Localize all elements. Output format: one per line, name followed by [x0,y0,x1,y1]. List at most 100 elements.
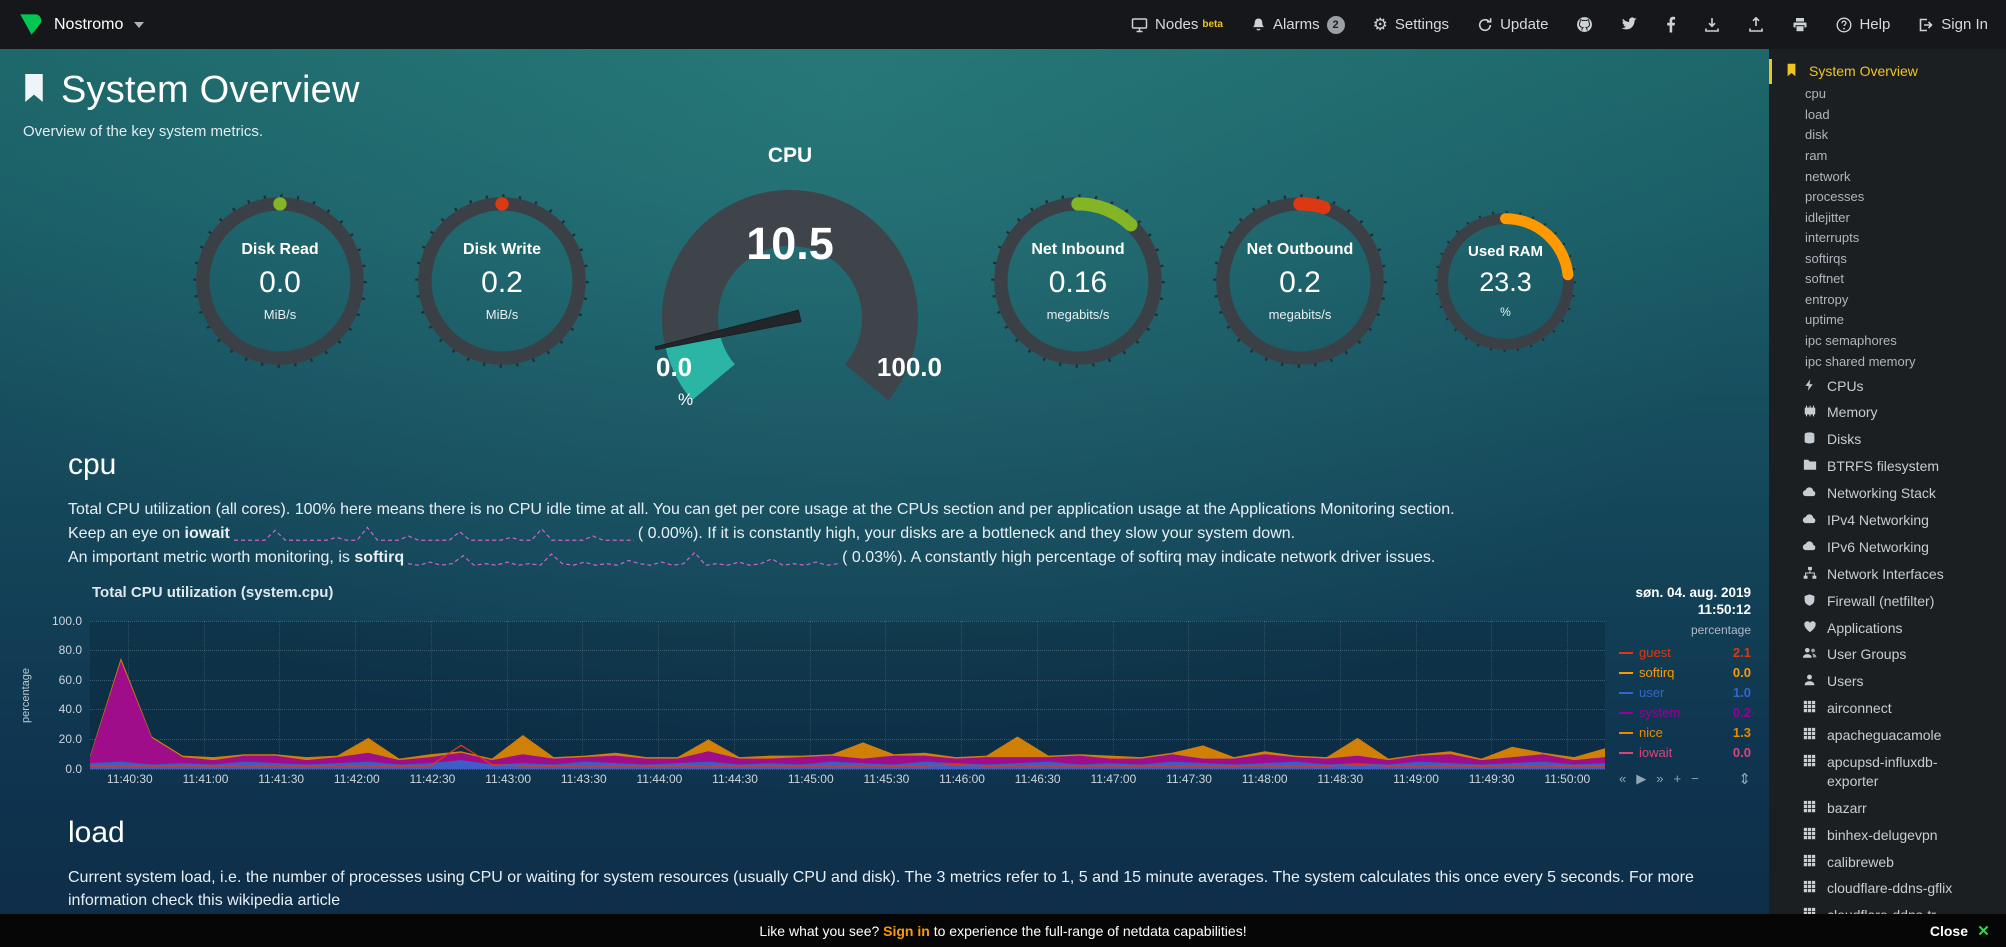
sidebar-item-btrfs-filesystem[interactable]: BTRFS filesystem [1787,454,1984,479]
twitter-icon[interactable] [1621,17,1638,32]
gauge-cpu[interactable]: CPU 10.5 0.0 100.0 % [635,144,945,418]
bookmark-icon [20,72,48,109]
sidebar-item-applications[interactable]: Applications [1787,616,1984,641]
close-label: Close [1929,922,1968,939]
export-snapshot-icon[interactable] [1748,16,1764,33]
gauges-row: Disk Read 0.0 MiB/s Disk Write 0.2 MiB/s [0,144,1769,418]
nodes-label: Nodes [1155,16,1199,33]
sidebar-item-processes[interactable]: processes [1805,189,1865,205]
cloud-icon [1801,512,1818,524]
chart-plot-area[interactable] [90,620,1605,770]
play-button[interactable]: ▶ [1636,770,1647,786]
legend-row-user[interactable]: user 1.0 [1619,683,1751,703]
sidebar-item-firewall-netfilter[interactable]: Firewall (netfilter) [1787,589,1984,614]
memory-icon [1801,404,1818,418]
sidebar-item-entropy[interactable]: entropy [1805,291,1849,307]
sidebar-item-network-interfaces[interactable]: Network Interfaces [1787,562,1984,587]
iowait-line: Keep an eye on iowait( 0.00%). If it is … [68,525,1296,543]
node-selector[interactable]: Nostromo [18,11,145,38]
help-icon [1836,16,1852,33]
gauge-label: Net Inbound [1031,240,1125,258]
pan-right-button[interactable]: » [1656,771,1664,786]
facebook-icon[interactable] [1666,16,1676,33]
sidebar-item-interrupts[interactable]: interrupts [1805,230,1860,246]
print-icon[interactable] [1792,17,1808,33]
softirq-line: An important metric worth monitoring, is… [68,549,1436,567]
bell-icon [1251,17,1266,33]
zoom-out-button[interactable]: − [1691,771,1699,786]
sidebar-item-networking-stack[interactable]: Networking Stack [1787,481,1984,506]
gauge-net-inbound[interactable]: Net Inbound 0.16 megabits/s [989,192,1167,370]
iowait-sparkline [234,526,634,541]
sidebar-item-network[interactable]: network [1805,168,1851,184]
sidebar-item-system-overview[interactable]: System Overview [1769,59,1998,84]
hostname-label: Nostromo [54,15,124,33]
gauge-unit: % [1500,305,1511,319]
import-snapshot-icon[interactable] [1704,17,1720,33]
bolt-icon [1801,378,1818,392]
resize-handle[interactable]: ⇕ [1738,770,1751,788]
sidebar-item-disks[interactable]: Disks [1787,427,1984,452]
gauge-label: Disk Read [241,240,319,258]
sidebar-item-ipv4-networking[interactable]: IPv4 Networking [1787,508,1984,533]
legend-row-guest[interactable]: guest 2.1 [1619,643,1751,663]
sidebar-item-apacheguacamole[interactable]: apacheguacamole [1787,723,1984,748]
sidebar-item-memory[interactable]: Memory [1787,400,1984,425]
sidebar-item-calibreweb[interactable]: calibreweb [1787,850,1984,875]
legend-row-system[interactable]: system 0.2 [1619,703,1751,723]
sidebar-item-cpus[interactable]: CPUs [1787,374,1984,399]
github-icon[interactable] [1576,16,1593,33]
signin-button[interactable]: Sign In [1918,16,1988,33]
sidebar-item-users[interactable]: Users [1787,669,1984,694]
cpu-gauge-title: CPU [767,144,813,167]
sidebar-item-ipv6-networking[interactable]: IPv6 Networking [1787,535,1984,560]
help-label: Help [1859,16,1891,33]
gauge-used-ram[interactable]: Used RAM 23.3 % [1433,209,1578,354]
heartbeat-icon [1801,620,1818,633]
sidebar-item-uptime[interactable]: uptime [1805,312,1845,328]
close-icon[interactable] [1977,924,1990,937]
sidebar-item-user-groups[interactable]: User Groups [1787,642,1984,667]
sidebar-item-cpu[interactable]: cpu [1805,86,1826,102]
help-button[interactable]: Help [1836,16,1890,33]
update-button[interactable]: Update [1477,16,1548,33]
gauge-value: 0.0 [259,265,301,299]
cloud-icon [1801,539,1818,551]
signin-link[interactable]: Sign in [883,922,930,939]
sidebar-item-softnet[interactable]: softnet [1805,271,1845,287]
sidebar-item-softirqs[interactable]: softirqs [1805,250,1847,266]
sidebar-item-disk[interactable]: disk [1805,127,1829,143]
chart-toolbox: « ▶ » + − ⇕ [1619,764,1751,790]
legend-row-iowait[interactable]: iowait 0.0 [1619,743,1751,763]
zoom-in-button[interactable]: + [1673,771,1682,786]
sidebar-item-cloudflare-ddns-gflix[interactable]: cloudflare-ddns-gflix [1787,876,1984,901]
sidebar-item-airconnect[interactable]: airconnect [1787,696,1984,721]
cpu-section: cpu Total CPU utilization (all cores). 1… [18,448,1755,788]
sidebar-item-binhex-delugevpn[interactable]: binhex-delugevpn [1787,823,1984,848]
sidebar-item-ram[interactable]: ram [1805,148,1828,164]
sitemap-icon [1801,566,1818,580]
settings-button[interactable]: ⚙ Settings [1373,16,1449,33]
sidebar-item-load[interactable]: load [1805,106,1830,122]
nodes-button[interactable]: Nodes beta [1131,16,1223,33]
sidebar-item-apcupsd-influxdb-exporter[interactable]: apcupsd-influxdb-exporter [1787,750,1984,794]
gauge-disk-read[interactable]: Disk Read 0.0 MiB/s [191,192,369,370]
sidebar-item-ipc-shared-memory[interactable]: ipc shared memory [1805,353,1916,369]
gauge-net-outbound[interactable]: Net Outbound 0.2 megabits/s [1211,192,1389,370]
legend-row-nice[interactable]: nice 1.3 [1619,723,1751,743]
alarms-button[interactable]: Alarms 2 [1251,15,1345,34]
legend-row-softirq[interactable]: softirq 0.0 [1619,663,1751,683]
sidebar-item-idlejitter[interactable]: idlejitter [1805,209,1850,225]
grid-icon [1801,800,1818,813]
cpu-gauge-min: 0.0 [656,352,693,382]
caret-down-icon [134,21,145,28]
cpu-section-title: cpu [68,448,117,481]
pan-left-button[interactable]: « [1619,771,1627,786]
gauge-label: Disk Write [463,240,541,258]
sidebar-item-ipc-semaphores[interactable]: ipc semaphores [1805,332,1897,348]
gauge-disk-write[interactable]: Disk Write 0.2 MiB/s [413,192,591,370]
sidebar-item-bazarr[interactable]: bazarr [1787,796,1984,821]
softirq-sparkline [408,551,838,566]
chart-title: Total CPU utilization (system.cpu) [92,583,334,601]
